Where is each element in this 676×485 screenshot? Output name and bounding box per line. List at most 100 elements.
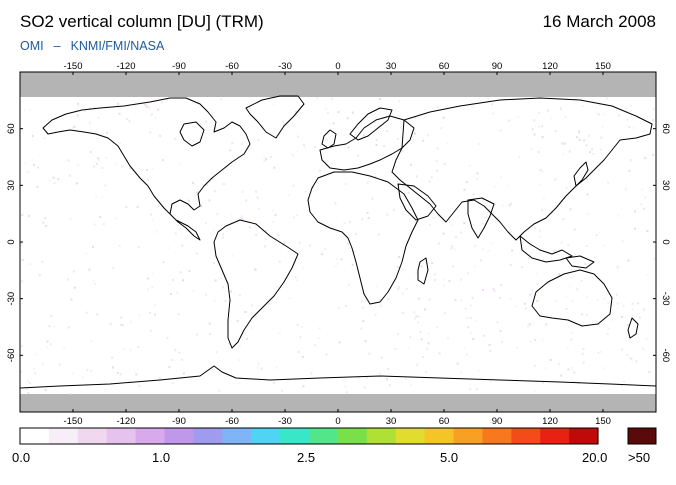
noise-pixel [638, 316, 641, 319]
noise-pixel [334, 265, 337, 268]
noise-pixel [475, 388, 478, 391]
noise-pixel [626, 118, 629, 121]
noise-pixel [244, 311, 247, 313]
noise-pixel [159, 377, 162, 379]
noise-pixel [314, 145, 316, 148]
noise-pixel [536, 283, 539, 286]
noise-pixel [34, 372, 36, 375]
noise-pixel [451, 245, 454, 247]
noise-pixel [182, 372, 185, 375]
lat-label-right: 60 [660, 123, 671, 134]
credit-agencies: KNMI/FMI/NASA [70, 39, 165, 53]
noise-pixel [46, 346, 48, 349]
noise-pixel [380, 356, 383, 359]
noise-pixel [167, 247, 170, 250]
lat-label-right: -60 [660, 348, 671, 362]
noise-pixel [148, 106, 151, 109]
noise-pixel [628, 126, 631, 129]
noise-pixel [597, 351, 600, 354]
colorbar-swatch [164, 428, 194, 444]
noise-pixel [120, 316, 123, 319]
noise-pixel [499, 297, 502, 299]
noise-pixel [473, 265, 476, 268]
lon-label-top: -150 [63, 61, 82, 72]
noise-pixel [571, 331, 573, 334]
noise-pixel [258, 208, 260, 210]
noise-pixel [480, 259, 483, 262]
noise-pixel [150, 213, 152, 216]
noise-pixel [388, 384, 391, 387]
noise-pixel [453, 248, 456, 251]
noise-pixel [586, 193, 589, 196]
colorbar-swatch [511, 428, 541, 444]
noise-pixel [567, 244, 570, 247]
noise-pixel [402, 312, 405, 314]
noise-pixel [282, 244, 285, 246]
noise-pixel [398, 285, 401, 288]
noise-pixel [491, 103, 494, 106]
noise-pixel [324, 247, 327, 250]
noise-pixel [174, 137, 177, 140]
noise-pixel [179, 271, 182, 274]
noise-pixel [220, 98, 222, 101]
noise-pixel [463, 188, 466, 191]
noise-pixel [489, 380, 492, 383]
noise-pixel [179, 163, 182, 166]
noise-pixel [273, 166, 276, 169]
noise-pixel [154, 116, 157, 119]
noise-pixel [401, 267, 404, 270]
noise-pixel [516, 346, 519, 349]
noise-pixel [375, 144, 378, 146]
noise-pixel [482, 248, 485, 251]
noise-pixel [208, 322, 211, 325]
noise-pixel [255, 225, 257, 228]
noise-pixel [443, 284, 445, 287]
noise-pixel [93, 223, 96, 226]
noise-pixel [240, 143, 243, 146]
noise-pixel [541, 170, 544, 173]
noise-pixel [529, 293, 532, 296]
noise-pixel [153, 313, 156, 316]
noise-pixel [642, 308, 645, 311]
noise-pixel [196, 191, 198, 194]
noise-pixel [528, 323, 531, 326]
noise-pixel [506, 184, 509, 187]
noise-pixel [410, 383, 413, 386]
noise-pixel [533, 119, 536, 122]
noise-pixel [176, 291, 179, 294]
coast-japan [573, 161, 589, 187]
noise-pixel [126, 118, 129, 121]
noise-pixel [568, 285, 571, 288]
noise-pixel [38, 274, 41, 277]
noise-pixel [549, 359, 552, 361]
noise-pixel [301, 266, 304, 269]
noise-pixel [43, 137, 46, 140]
noise-pixel [470, 331, 473, 334]
noise-pixel [67, 278, 70, 281]
noise-pixel [120, 323, 123, 326]
noise-pixel [151, 272, 154, 275]
colorbar-swatch [453, 428, 483, 444]
noise-pixel [187, 199, 190, 202]
noise-pixel [640, 203, 643, 206]
noise-pixel [77, 102, 80, 105]
credit-instrument: OMI [20, 39, 44, 53]
noise-pixel [602, 244, 605, 247]
noise-pixel [394, 165, 397, 168]
noise-pixel [263, 160, 266, 162]
noise-pixel [257, 138, 260, 141]
noise-pixel [298, 241, 301, 244]
noise-pixel [274, 214, 277, 217]
noise-pixel [501, 204, 504, 207]
noise-pixel [580, 279, 583, 282]
noise-pixel [536, 299, 539, 302]
noise-pixel [607, 301, 610, 304]
noise-pixel [85, 252, 88, 255]
noise-pixel [460, 278, 462, 281]
noise-pixel [437, 242, 440, 245]
noise-pixel [178, 351, 181, 354]
no-data-band-north [20, 72, 656, 97]
noise-pixel [205, 120, 208, 123]
noise-pixel [416, 363, 419, 366]
noise-pixel [105, 157, 107, 160]
